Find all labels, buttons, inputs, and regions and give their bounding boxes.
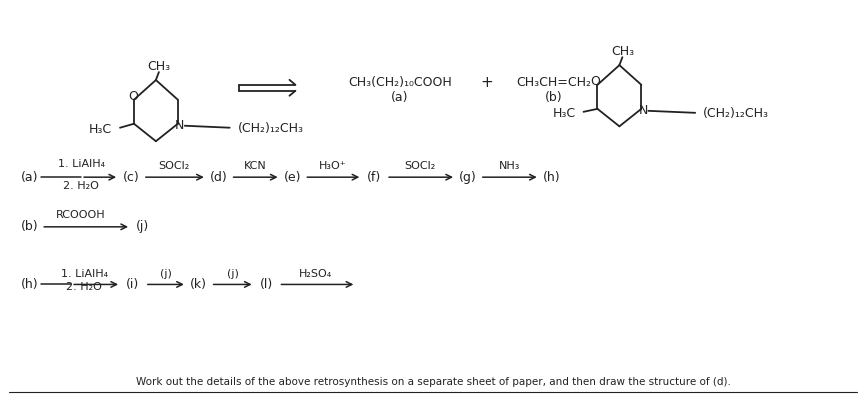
Text: H₃C: H₃C — [552, 107, 576, 120]
Text: (k): (k) — [190, 278, 207, 291]
Text: SOCl₂: SOCl₂ — [404, 161, 436, 171]
Text: O: O — [590, 75, 601, 88]
Text: O: O — [128, 90, 138, 103]
Text: 1. LiAlH₄: 1. LiAlH₄ — [61, 269, 108, 279]
Text: CH₃(CH₂)₁₀COOH: CH₃(CH₂)₁₀COOH — [349, 76, 452, 90]
Text: H₂SO₄: H₂SO₄ — [299, 269, 332, 279]
Text: N: N — [175, 119, 185, 132]
Text: (d): (d) — [210, 171, 227, 184]
Text: KCN: KCN — [244, 161, 267, 171]
Text: (b): (b) — [544, 91, 563, 104]
Text: (f): (f) — [367, 171, 381, 184]
Text: 2. H₂O: 2. H₂O — [63, 181, 99, 191]
Text: RCOOOH: RCOOOH — [56, 210, 106, 220]
Text: (l): (l) — [260, 278, 273, 291]
Text: CH₃: CH₃ — [147, 60, 171, 72]
Text: SOCl₂: SOCl₂ — [158, 161, 190, 171]
Text: (b): (b) — [21, 220, 38, 233]
Text: (h): (h) — [543, 171, 560, 184]
Text: (a): (a) — [391, 91, 409, 104]
Text: Work out the details of the above retrosynthesis on a separate sheet of paper, a: Work out the details of the above retros… — [135, 377, 730, 387]
Text: (c): (c) — [122, 171, 140, 184]
Text: CH₃CH=CH₂: CH₃CH=CH₂ — [516, 76, 591, 90]
Text: 2. H₂O: 2. H₂O — [66, 282, 102, 292]
Text: (j): (j) — [226, 269, 238, 279]
Text: (h): (h) — [21, 278, 38, 291]
Text: (g): (g) — [459, 171, 477, 184]
Text: (e): (e) — [284, 171, 301, 184]
Text: CH₃: CH₃ — [611, 45, 634, 58]
Text: (CH₂)₁₂CH₃: (CH₂)₁₂CH₃ — [238, 122, 303, 135]
Text: (i): (i) — [127, 278, 140, 291]
Text: N: N — [639, 104, 648, 117]
Text: 1. LiAlH₄: 1. LiAlH₄ — [57, 159, 105, 169]
Text: (j): (j) — [160, 269, 172, 279]
Text: (CH₂)₁₂CH₃: (CH₂)₁₂CH₃ — [703, 107, 769, 120]
Text: H₃O⁺: H₃O⁺ — [318, 161, 346, 171]
Text: NH₃: NH₃ — [499, 161, 520, 171]
Text: (j): (j) — [136, 220, 150, 233]
Text: (a): (a) — [21, 171, 38, 184]
Text: H₃C: H₃C — [89, 123, 112, 136]
Text: +: + — [480, 75, 493, 90]
